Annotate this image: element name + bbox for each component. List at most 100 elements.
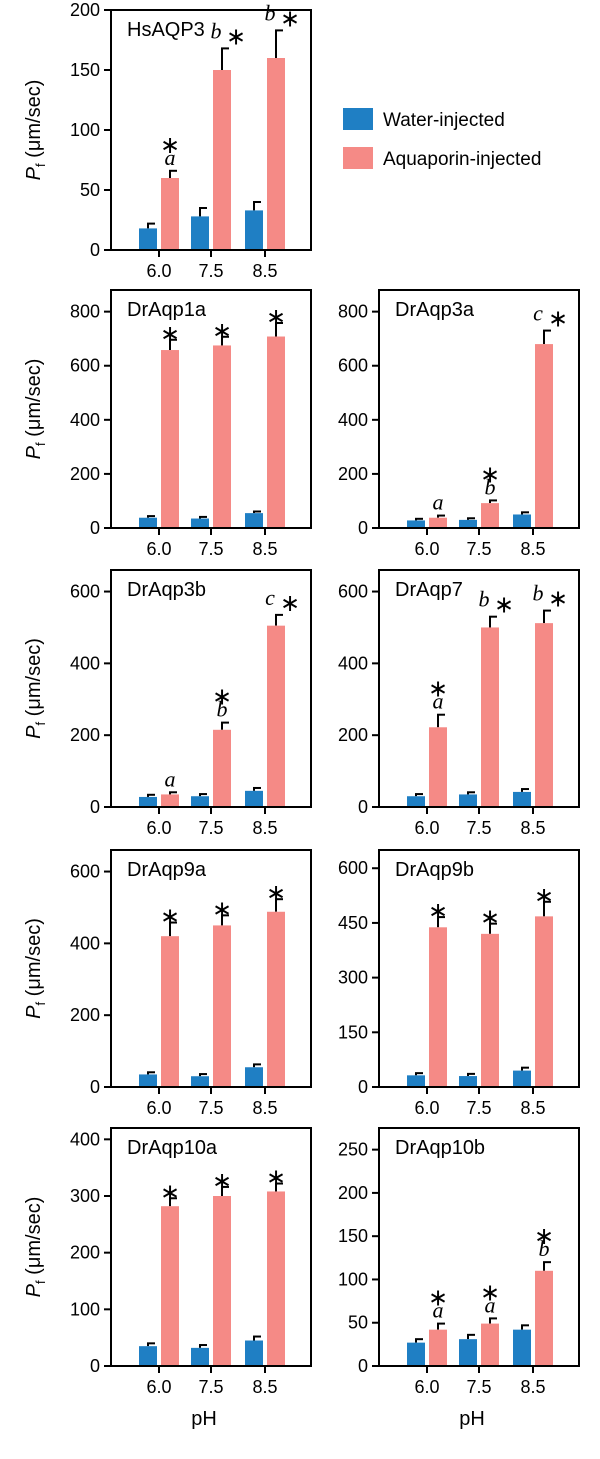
bar-aquaporin-8.5 bbox=[535, 916, 553, 1087]
y-tick-label: 600 bbox=[70, 862, 100, 882]
x-tick-label: 8.5 bbox=[252, 261, 277, 281]
y-tick-label: 600 bbox=[70, 356, 100, 376]
significance-letter: b bbox=[217, 697, 228, 722]
x-tick-label: 7.5 bbox=[198, 1098, 223, 1118]
legend-swatch-aquaporin bbox=[343, 147, 373, 169]
significance-star: ∗ bbox=[266, 879, 286, 907]
significance-star: ∗ bbox=[534, 1222, 554, 1250]
bar-water-6.0 bbox=[407, 1075, 425, 1087]
bar-aquaporin-7.5 bbox=[481, 627, 499, 807]
significance-star: ∗ bbox=[280, 589, 300, 617]
y-tick-label: 0 bbox=[90, 1356, 100, 1376]
bar-aquaporin-6.0 bbox=[429, 927, 447, 1087]
x-tick-label: 7.5 bbox=[466, 818, 491, 838]
y-axis-label: Pf (μm/sec) bbox=[23, 918, 48, 1019]
y-tick-label: 150 bbox=[338, 1022, 368, 1042]
y-tick-label: 200 bbox=[70, 0, 100, 20]
bar-aquaporin-6.0 bbox=[429, 727, 447, 807]
bar-water-6.0 bbox=[407, 520, 425, 528]
significance-letter: b bbox=[211, 18, 222, 43]
panel-title: HsAQP3 bbox=[127, 19, 205, 41]
significance-star: ∗ bbox=[160, 1178, 180, 1206]
significance-star: ∗ bbox=[212, 317, 232, 345]
significance-letter: a bbox=[485, 1292, 496, 1317]
y-tick-label: 400 bbox=[70, 653, 100, 673]
bar-aquaporin-8.5 bbox=[267, 58, 285, 250]
significance-star: ∗ bbox=[534, 882, 554, 910]
x-tick-label: 6.0 bbox=[414, 818, 439, 838]
significance-star: ∗ bbox=[212, 1167, 232, 1195]
y-tick-label: 600 bbox=[70, 582, 100, 602]
y-axis-label: Pf (μm/sec) bbox=[23, 1197, 48, 1298]
panel-title: DrAqp3a bbox=[395, 299, 475, 321]
bar-aquaporin-8.5 bbox=[267, 336, 285, 528]
x-tick-label: 6.0 bbox=[414, 1377, 439, 1397]
x-tick-label: 8.5 bbox=[252, 539, 277, 559]
bar-water-8.5 bbox=[245, 1340, 263, 1366]
bar-aquaporin-7.5 bbox=[213, 729, 231, 807]
bar-water-7.5 bbox=[191, 216, 209, 250]
significance-star: ∗ bbox=[480, 904, 500, 932]
y-tick-label: 0 bbox=[90, 240, 100, 260]
y-tick-label: 100 bbox=[338, 1269, 368, 1289]
y-tick-label: 450 bbox=[338, 913, 368, 933]
y-tick-label: 600 bbox=[338, 582, 368, 602]
y-tick-label: 100 bbox=[70, 120, 100, 140]
panel-title: DrAqp7 bbox=[395, 579, 463, 601]
significance-star: ∗ bbox=[160, 903, 180, 931]
significance-letter: b bbox=[533, 581, 544, 606]
y-tick-label: 0 bbox=[358, 518, 368, 538]
significance-letter: a bbox=[165, 766, 176, 791]
significance-star: ∗ bbox=[548, 585, 568, 613]
bar-water-7.5 bbox=[191, 1347, 209, 1366]
significance-letter: a bbox=[433, 1298, 444, 1323]
bar-water-8.5 bbox=[513, 1329, 531, 1366]
y-tick-label: 200 bbox=[70, 464, 100, 484]
significance-star: ∗ bbox=[212, 683, 232, 711]
x-tick-label: 6.0 bbox=[146, 1377, 171, 1397]
y-tick-label: 200 bbox=[338, 1183, 368, 1203]
significance-letter: b bbox=[485, 474, 496, 499]
significance-letter: b bbox=[539, 1236, 550, 1261]
significance-star: ∗ bbox=[548, 305, 568, 333]
y-tick-label: 200 bbox=[70, 1005, 100, 1025]
x-axis-label-left: pH bbox=[191, 1408, 217, 1430]
bar-water-7.5 bbox=[459, 1339, 477, 1366]
y-tick-label: 50 bbox=[348, 1313, 368, 1333]
bar-aquaporin-7.5 bbox=[213, 925, 231, 1087]
panel-title: DrAqp10a bbox=[127, 1137, 218, 1159]
bar-water-6.0 bbox=[139, 796, 157, 807]
y-tick-label: 0 bbox=[358, 797, 368, 817]
bar-water-8.5 bbox=[245, 210, 263, 250]
legend-swatch-water bbox=[343, 108, 373, 130]
x-tick-label: 6.0 bbox=[414, 539, 439, 559]
x-axis-label-right: pH bbox=[459, 1408, 485, 1430]
significance-star: ∗ bbox=[212, 895, 232, 923]
significance-star: ∗ bbox=[428, 1284, 448, 1312]
x-tick-label: 8.5 bbox=[520, 818, 545, 838]
significance-star: ∗ bbox=[280, 4, 300, 32]
panel-title: DrAqp3b bbox=[127, 579, 206, 601]
bar-water-8.5 bbox=[513, 514, 531, 528]
bar-water-8.5 bbox=[245, 513, 263, 528]
bar-aquaporin-6.0 bbox=[429, 1329, 447, 1366]
x-tick-label: 7.5 bbox=[198, 1377, 223, 1397]
y-tick-label: 0 bbox=[90, 1077, 100, 1097]
y-tick-label: 0 bbox=[90, 797, 100, 817]
legend-label-water: Water-injected bbox=[383, 110, 505, 131]
y-tick-label: 100 bbox=[70, 1299, 100, 1319]
panel-title: DrAqp9a bbox=[127, 859, 207, 881]
y-tick-label: 600 bbox=[338, 356, 368, 376]
bar-water-6.0 bbox=[139, 1346, 157, 1366]
y-tick-label: 800 bbox=[338, 302, 368, 322]
bar-aquaporin-6.0 bbox=[161, 350, 179, 528]
significance-star: ∗ bbox=[480, 1278, 500, 1306]
x-tick-label: 8.5 bbox=[252, 1098, 277, 1118]
y-tick-label: 0 bbox=[90, 518, 100, 538]
